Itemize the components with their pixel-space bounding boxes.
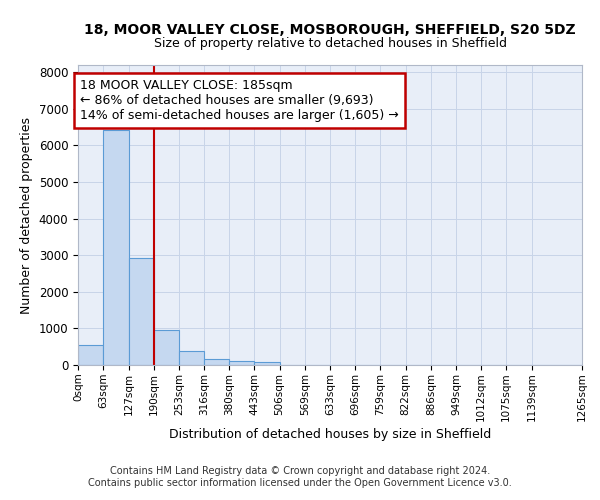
Bar <box>229 362 254 365</box>
Bar <box>78 345 103 365</box>
Bar <box>179 351 204 365</box>
Text: 18 MOOR VALLEY CLOSE: 185sqm
← 86% of detached houses are smaller (9,693)
14% of: 18 MOOR VALLEY CLOSE: 185sqm ← 86% of de… <box>80 79 399 122</box>
Text: 18, MOOR VALLEY CLOSE, MOSBOROUGH, SHEFFIELD, S20 5DZ: 18, MOOR VALLEY CLOSE, MOSBOROUGH, SHEFF… <box>84 22 576 36</box>
Bar <box>254 362 280 365</box>
Bar <box>154 330 179 365</box>
Bar <box>103 130 128 365</box>
Bar <box>128 258 154 365</box>
X-axis label: Distribution of detached houses by size in Sheffield: Distribution of detached houses by size … <box>169 428 491 442</box>
Y-axis label: Number of detached properties: Number of detached properties <box>20 116 33 314</box>
Text: Contains HM Land Registry data © Crown copyright and database right 2024.
Contai: Contains HM Land Registry data © Crown c… <box>88 466 512 487</box>
Text: Size of property relative to detached houses in Sheffield: Size of property relative to detached ho… <box>154 38 506 51</box>
Bar <box>204 358 229 365</box>
